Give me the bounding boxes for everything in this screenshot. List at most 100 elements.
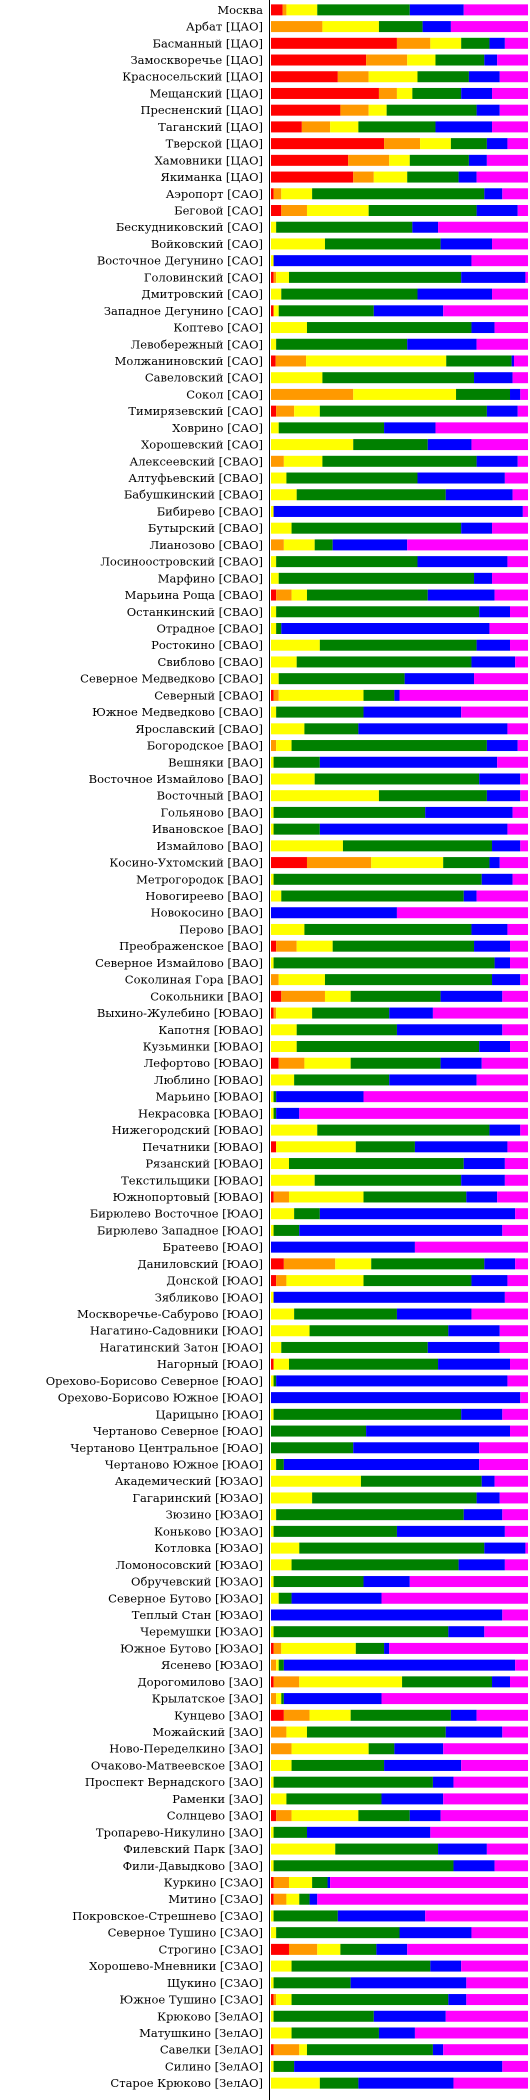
bar-segment: [492, 289, 528, 300]
bar-segment: [466, 1191, 497, 1202]
bar-segment: [292, 523, 462, 534]
bar-segment: [492, 573, 528, 584]
category-label: Текстильщики [ЮВАО]: [121, 1173, 263, 1187]
bar-segment: [271, 707, 276, 718]
bar-segment: [438, 1359, 510, 1370]
bar-segment: [320, 406, 487, 417]
bar-segment: [274, 1375, 277, 1386]
category-label: Бибирево [СВАО]: [157, 504, 263, 518]
bar-segment: [271, 840, 343, 851]
bar-segment: [276, 556, 417, 567]
bar-segment: [276, 1459, 284, 1470]
bar-segment: [364, 1091, 528, 1102]
bar-segment: [271, 1526, 274, 1537]
bar-segment: [304, 1058, 350, 1069]
bar-segment: [510, 1041, 528, 1052]
bar-segment: [281, 991, 325, 1002]
bar-segment: [274, 1091, 277, 1102]
bar-segment: [417, 473, 504, 484]
category-label: Бирюлево Западное [ЮАО]: [97, 1223, 263, 1237]
bar-segment: [415, 2027, 528, 2038]
category-label: Печатники [ЮВАО]: [142, 1140, 263, 1154]
bar-segment: [407, 539, 528, 550]
bar-segment: [320, 640, 477, 651]
bar-segment: [358, 121, 435, 132]
category-label: Сокольники [ВАО]: [150, 989, 263, 1003]
bar-segment: [482, 1058, 528, 1069]
bar-segment: [271, 2078, 320, 2089]
bar-segment: [397, 1024, 502, 1035]
bar-segment: [271, 121, 302, 132]
bar-segment: [271, 1141, 276, 1152]
category-label: Можайский [ЗАО]: [152, 1725, 263, 1739]
bar-segment: [389, 155, 410, 166]
category-label: Москворечье-Сабурово [ЮАО]: [77, 1307, 263, 1321]
bar-segment: [276, 1509, 464, 1520]
category-label: Лефортово [ЮВАО]: [144, 1056, 263, 1070]
bar-segment: [320, 757, 497, 768]
bar-segment: [477, 891, 528, 902]
bar-segment: [274, 1225, 300, 1236]
bar-segment: [271, 1359, 274, 1370]
bar-segment: [464, 4, 528, 15]
bar-segment: [369, 71, 418, 82]
bar-segment: [328, 1877, 331, 1888]
bar-segment: [420, 138, 451, 149]
bar-segment: [299, 1543, 484, 1554]
bar-segment: [477, 640, 510, 651]
bar-segment: [338, 71, 369, 82]
bar-segment: [507, 1375, 528, 1386]
category-label: Коптево [САО]: [173, 321, 263, 335]
bar-segment: [417, 556, 507, 567]
bar-segment: [510, 1676, 528, 1687]
bar-segment: [379, 21, 423, 32]
category-label: Свиблово [СВАО]: [157, 655, 263, 669]
bar-segment: [471, 656, 515, 667]
category-label: Черемушки [ЮЗАО]: [140, 1625, 263, 1639]
bar-segment: [271, 506, 274, 517]
bar-segment: [358, 2078, 453, 2089]
bar-segment: [507, 556, 528, 567]
bar-segment: [274, 1292, 505, 1303]
bar-segment: [397, 1309, 472, 1320]
bar-segment: [271, 1175, 315, 1186]
bar-segment: [284, 1660, 515, 1671]
bar-segment: [271, 105, 340, 116]
bar-segment: [410, 1810, 441, 1821]
bar-segment: [489, 38, 504, 49]
bar-segment: [286, 473, 417, 484]
bar-segment: [340, 1944, 376, 1955]
bar-segment: [276, 406, 294, 417]
bar-segment: [317, 4, 410, 15]
bar-segment: [525, 1543, 528, 1554]
bar-segment: [271, 1409, 274, 1420]
bar-segment: [271, 539, 284, 550]
category-labels: Москва Арбат [ЦАО] Басманный [ЦАО] Замоскво…: [46, 3, 263, 2090]
bar-segment: [271, 1977, 274, 1988]
bar-segment: [338, 1910, 425, 1921]
category-label: Митино [СЗАО]: [168, 1892, 263, 1906]
category-label: Куркино [СЗАО]: [164, 1876, 263, 1890]
bar-segment: [389, 1643, 528, 1654]
bar-segment: [271, 322, 307, 333]
bar-segment: [271, 690, 274, 701]
bar-segment: [271, 155, 348, 166]
bar-segment: [448, 1994, 466, 2005]
bar-segment: [425, 1910, 528, 1921]
bar-segment: [276, 1108, 299, 1119]
bar-segment: [520, 840, 528, 851]
bar-segment: [271, 2044, 274, 2055]
bar-segment: [274, 757, 320, 768]
bar-segment: [353, 1442, 479, 1453]
bar-segment: [276, 1810, 291, 1821]
bar-segment: [271, 857, 307, 868]
bar-segment: [500, 1325, 528, 1336]
bar-segment: [489, 1125, 520, 1136]
bar-segment: [271, 1927, 276, 1938]
bar-segment: [394, 690, 399, 701]
bar-segment: [310, 1710, 351, 1721]
bar-segment: [464, 1158, 505, 1169]
bar-segment: [271, 1309, 294, 1320]
category-label: Котловка [ЮЗАО]: [154, 1541, 263, 1555]
bar-segment: [271, 55, 366, 66]
